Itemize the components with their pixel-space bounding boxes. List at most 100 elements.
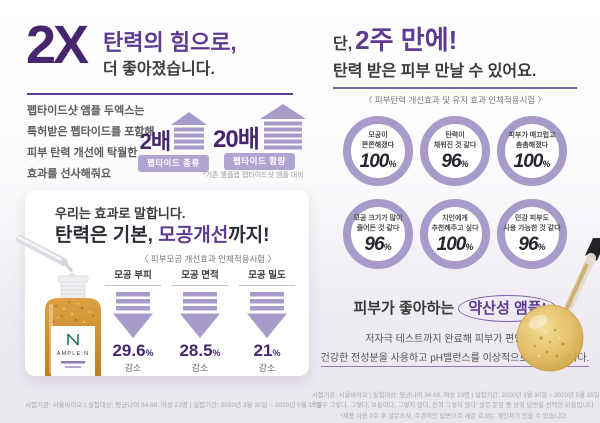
survey-circle: 모공 크기가 많이 줄어든 것 같다 96% [343, 199, 413, 269]
stat-caption: 감소 [191, 363, 209, 373]
circle-number: 96 [364, 234, 384, 256]
stat-arrow-group-types: 2배 펩타이드 종류 [138, 112, 209, 172]
circle-label: 채워진 것 같다 [433, 141, 477, 149]
paragraph-line: 펩타이드샷 앰플 두엑스는 [27, 105, 145, 117]
stat-caption: 감소 [124, 363, 142, 373]
up-arrow-icon [171, 112, 208, 150]
stat-unit: % [212, 348, 221, 358]
circle-value: 100% [360, 152, 397, 171]
circle-label: 촘촘해졌다 [515, 141, 549, 149]
circle-unit: % [537, 242, 546, 253]
stat-number: 29.6 [112, 341, 146, 360]
circle-unit: % [542, 159, 551, 170]
survey-circle: 모공이 쫀쫀해졌다 100% [343, 116, 413, 186]
card-headline-pre: 탄력은 기본, [55, 225, 159, 246]
acidic-ampoule-title: 피부가 좋아하는 약산성 앰플! [325, 295, 585, 322]
stat-value: 21% [254, 342, 281, 359]
left-headline-accent: 탄력의 힘으로, [103, 30, 237, 55]
circle-label: 추천해주고 싶다 [431, 224, 479, 232]
arrow-label-badge: 펩타이드 함량 [223, 153, 295, 170]
survey-circle: 민감 피부도 사용 가능한 것 같다 96% [497, 199, 567, 269]
circle-unit: % [460, 159, 469, 170]
survey-circle: 지인에게 추천해주고 싶다 100% [420, 199, 490, 269]
circle-label: 모공 크기가 많이 [353, 214, 403, 222]
stat-caption: 감소 [258, 363, 276, 373]
stat-label: 모공 면적 [172, 267, 228, 286]
stat-value: 29.6% [112, 342, 153, 359]
stat-arrow-group-content: 20배 펩타이드 함량 [213, 104, 306, 170]
card-title: 우리는 효과로 말합니다. [55, 206, 186, 221]
stat-label: 모공 부피 [105, 267, 161, 286]
down-arrow-icon [247, 292, 287, 338]
footnote-text: *기존 앰플랩 펩타이드샷 앰플 대비 [203, 172, 304, 179]
multiplier-value: 2배 [139, 129, 172, 155]
right-headline-pre: 단, [333, 36, 353, 53]
up-arrow-icon [259, 104, 306, 150]
disclaimer-line: *'매우 그렇다, 그렇다, 보통이다, 그렇지 않다, 전혀 그렇지 않다' … [312, 402, 596, 410]
circle-label: 쫀쫀해졌다 [361, 141, 395, 149]
arrow-label-badge: 펩타이드 종류 [138, 155, 209, 172]
stat-unit: % [145, 348, 154, 358]
circle-number: 96 [441, 151, 461, 173]
circle-unit: % [388, 159, 397, 170]
right-disclaimer: 시험기관: 서울바이오 | 실험대상: 평균나이 34.68, 여성 23명 |… [312, 391, 600, 422]
circle-label: 탄력이 [445, 131, 465, 139]
stat-number: 21 [253, 341, 273, 360]
circle-value: 96% [441, 152, 468, 171]
paragraph-line: 특허받은 펩타이드를 포함해 [27, 126, 155, 139]
card-headline-accent: 모공개선 [158, 225, 229, 246]
multiplier-value: 20배 [213, 125, 260, 153]
pore-stats-row: 모공 부피 29.6% 감소 모공 면적 [105, 267, 295, 374]
stat-column-volume: 모공 부피 29.6% 감소 [105, 267, 161, 374]
bottle-brand-text: AMPLE:N [57, 351, 90, 357]
golden-drop-dropper-image [516, 238, 600, 372]
circle-number: 100 [359, 151, 390, 173]
circle-label: 피부가 매끄럽고 [508, 131, 556, 139]
right-headline-accent: 2주 만에! [355, 25, 458, 55]
circle-label: 사용 가능한 것 같다 [503, 224, 561, 232]
ampoule-bottle-image: AMPLE:N [16, 235, 101, 376]
stat-column-area: 모공 면적 28.5% 감소 [172, 267, 228, 374]
circle-unit: % [465, 242, 474, 253]
circle-value: 96% [518, 235, 545, 254]
card-headline-post: 까지! [228, 225, 270, 246]
acidic-desc-underlined: 건강한 전성분을 사용하고 pH밸런스를 이상적으로 배합했습니다. [320, 353, 590, 367]
down-arrow-icon [113, 292, 153, 338]
stat-number: 28.5 [179, 341, 213, 360]
stat-label: 모공 밀도 [239, 267, 295, 286]
circle-label: 지인에게 [442, 214, 468, 222]
survey-circle: 피부가 매끄럽고 촘촘해졌다 100% [497, 116, 567, 186]
disclaimer-line: 시험기관: 서울바이오 | 실험대상: 평균나이 34.68, 여성 23명 |… [312, 392, 600, 399]
right-subtitle: 〈 피부탄력 개선효과 및 유지 효과 인체적용시험 〉 [363, 95, 547, 105]
disclaimer-line: *제품 사용 2주 후 설문조사, 주관적인 답변으로 체감 효과는 개인차가 … [340, 412, 568, 420]
left-headline-sub: 더 좋아졌습니다. [103, 61, 215, 78]
right-headline: 단, 2주 만에! [333, 20, 457, 57]
left-disclaimer: 시험기관: 서울바이오 | 실험대상: 평균나이 34.68, 여성 23명 |… [25, 402, 322, 409]
circle-number: 100 [513, 151, 544, 173]
stat-column-density: 모공 밀도 21% 감소 [239, 267, 295, 374]
circle-label: 민감 피부도 [514, 214, 550, 222]
circle-value: 100% [514, 152, 551, 171]
paragraph-line: 효과를 선사해줘요 [27, 168, 112, 181]
acidic-desc-line1: 저자극 테스트까지 완료해 피부가 편안해요. [365, 334, 545, 345]
survey-circle: 탄력이 채워진 것 같다 96% [420, 116, 490, 186]
card-subtitle: 〈 피부모공 개선효과 인체적용시험 〉 [140, 254, 276, 264]
circle-value: 96% [364, 235, 391, 254]
stat-unit: % [272, 348, 281, 358]
acidic-desc-line2: 건강한 전성분을 사용하고 pH밸런스를 이상적으로 배합했습니다. [317, 349, 593, 367]
circle-unit: % [383, 242, 392, 253]
right-headline-sub: 탄력 받은 피부 만날 수 있어요. [333, 63, 537, 80]
acidic-title-pre: 피부가 좋아하는 [353, 300, 459, 317]
multiplier-headline: 2X [26, 15, 89, 75]
left-divider [27, 93, 293, 95]
circle-label: 모공이 [368, 131, 388, 139]
circle-label: 줄어든 것 같다 [356, 224, 400, 232]
stat-value: 28.5% [179, 342, 220, 359]
circle-value: 100% [437, 235, 474, 254]
circle-number: 100 [436, 234, 467, 256]
left-paragraph: 펩타이드샷 앰플 두엑스는 특허받은 펩타이드를 포함해 피부 탄력 개선에 탁… [27, 103, 155, 187]
card-headline: 탄력은 기본, 모공개선까지! [55, 220, 269, 247]
down-arrow-icon [180, 292, 220, 338]
right-divider [333, 87, 577, 89]
